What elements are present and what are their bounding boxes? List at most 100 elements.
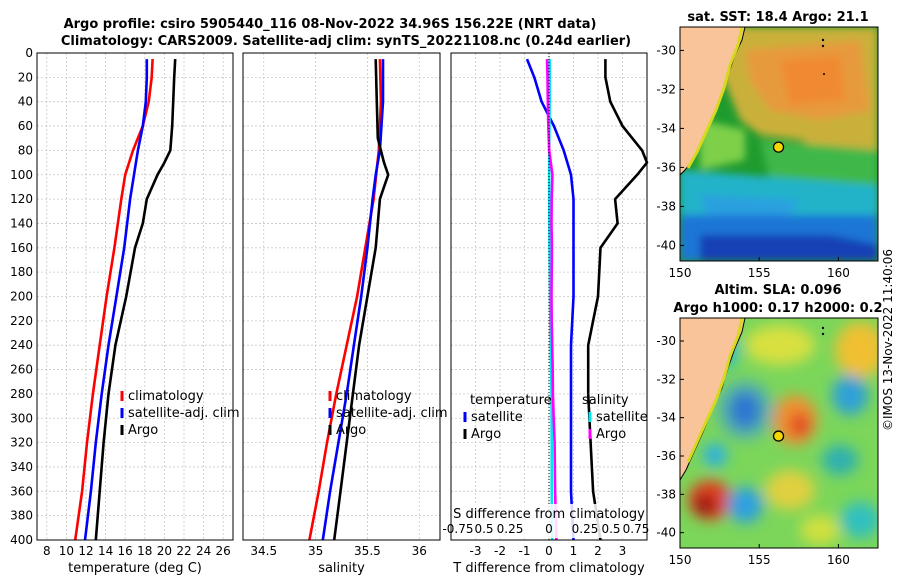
x-tick-label: 20 [157,544,172,558]
figure-title-line1: Argo profile: csiro 5905440_116 08-Nov-2… [64,17,597,32]
legend-label: Argo [128,423,158,438]
map-x-tick-label: 155 [748,553,771,567]
map-x-tick-label: 155 [748,266,771,280]
sst-map-title: sat. SST: 18.4 Argo: 21.1 [687,10,868,25]
y-tick-label: 0 [25,46,33,60]
altimetry-title-line1: Altim. SLA: 0.096 [715,283,842,298]
y-tick-label: 20 [18,70,33,84]
map-y-tick-label: -34 [656,121,676,135]
map-y-tick-label: -34 [656,411,676,425]
y-tick-label: 360 [10,484,33,498]
x-tick-label-top: 0.25 [497,522,524,536]
x-axis-label-top: S difference from climatology [453,507,645,522]
map-y-tick-label: -40 [656,526,676,540]
axes-frame [242,52,441,541]
x-tick-label: 16 [118,544,133,558]
x-axis-label: temperature (deg C) [68,561,202,576]
x-tick-label: 14 [98,544,113,558]
x-tick-label: 26 [216,544,231,558]
figure-title-line2: Climatology: CARS2009. Satellite-adj cli… [61,34,631,49]
argo-location-marker-altimetry [772,430,785,442]
map-x-tick-label: 150 [669,553,692,567]
x-tick-label: -2 [494,544,506,558]
legend-label: Argo [471,427,501,442]
x-axis-label: salinity [318,561,365,576]
x-tick-label: 12 [78,544,93,558]
y-tick-label: 220 [10,314,33,328]
x-tick-label: 22 [176,544,191,558]
legend-label: satellite-adj. clim [336,406,448,421]
y-tick-label: 300 [10,411,33,425]
x-tick-label-top: 0 [545,522,553,536]
x-tick-label: 34.5 [250,544,277,558]
x-tick-label-top: 0.25 [572,522,599,536]
series-line-s-argo [545,59,558,541]
y-tick-label: 380 [10,509,33,523]
y-tick-label: 100 [10,168,33,182]
legend-label: climatology [128,389,204,404]
x-tick-label: 3 [619,544,627,558]
argo-location-marker [772,141,785,153]
y-tick-label: 160 [10,241,33,255]
axes-frame [36,52,234,541]
y-tick-label: 340 [10,460,33,474]
x-tick-label: 18 [137,544,152,558]
legend-label: satellite [471,410,523,425]
map-y-tick-label: -30 [656,43,676,57]
map-x-tick-label: 160 [827,266,850,280]
x-tick-label: 1 [570,544,578,558]
x-tick-label: 36 [412,544,427,558]
top-axis-backdrop [452,504,646,538]
legend-label: satellite [596,410,648,425]
map-x-tick-label: 160 [827,553,850,567]
map-y-tick-label: -30 [656,334,676,348]
map-y-tick-label: -36 [656,449,676,463]
x-tick-label: 0 [545,544,553,558]
x-tick-label-top: -0.75 [442,522,473,536]
map-y-tick-label: -32 [656,82,676,96]
map-x-tick-label: 150 [669,266,692,280]
x-tick-label: -1 [519,544,531,558]
y-tick-label: 280 [10,387,33,401]
y-tick-label: 60 [18,119,33,133]
temperature-panel: 0 20 40 60 80 100 120 140 160 180 200 220 240 260 280 3… [10,46,240,576]
legend-title-temperature: temperature [470,393,552,408]
legend-label: Argo [596,427,626,442]
y-tick-label: 80 [18,143,33,157]
y-tick-label: 140 [10,216,33,230]
map-y-tick-label: -36 [656,160,676,174]
y-tick-label: 40 [18,95,33,109]
x-tick-label: 2 [594,544,602,558]
y-tick-label: 400 [10,533,33,547]
x-axis-label: T difference from climatology [452,561,645,576]
x-tick-label: 10 [59,544,74,558]
series-line-argo [332,59,390,541]
imos-watermark: ©IMOS 13-Nov-2022 11:40:06 [881,249,895,431]
y-tick-label: 320 [10,436,33,450]
map-y-tick-label: -38 [656,199,676,213]
legend-label: satellite-adj. clim [128,406,240,421]
series-line-argo [94,59,177,541]
x-tick-label: 35.5 [354,544,381,558]
series-line-t-satellite [525,58,575,541]
y-tick-label: 200 [10,290,33,304]
map-y-tick-label: -40 [656,238,676,252]
x-tick-label: 24 [196,544,211,558]
series-line-climatology [73,59,154,541]
map-y-tick-label: -32 [656,372,676,386]
altimetry-title-line2: Argo h1000: 0.17 h2000: 0.2 [673,301,882,316]
x-tick-label-top: 0.5 [601,522,620,536]
y-tick-label: 240 [10,338,33,352]
y-tick-label: 120 [10,192,33,206]
salinity-panel: 34.5 35 35.5 36 salinity climatology satellite… [242,52,448,576]
x-tick-label: -3 [470,544,482,558]
series-line-satellite-adj-clim [83,59,149,541]
difference-panel: -3 -2 -1 0 1 2 3 T difference from climatology t… [442,52,650,576]
x-tick-label-top: 0.5 [474,522,493,536]
legend-label: Argo [336,423,366,438]
sst-map: sat. SST: 18.4 Argo: 21.1 150 155 160 -30 -3… [656,10,879,280]
x-tick-label-top: 0.75 [623,522,650,536]
y-tick-label: 180 [10,265,33,279]
altimetry-map: Altim. SLA: 0.096 Argo h1000: 0.17 h2000… [656,283,882,567]
